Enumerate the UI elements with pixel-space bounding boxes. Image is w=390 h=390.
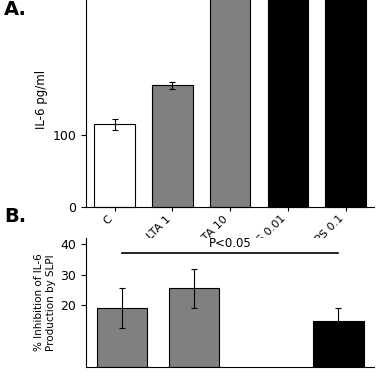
Y-axis label: IL-6 pg/ml: IL-6 pg/ml: [35, 70, 48, 129]
Bar: [169, 289, 219, 367]
Text: B.: B.: [4, 207, 26, 226]
Bar: [325, 0, 366, 207]
Text: P<0.05: P<0.05: [209, 237, 252, 250]
Y-axis label: % Inhibition of IL-6
Production by SLPI: % Inhibition of IL-6 Production by SLPI: [34, 254, 56, 351]
Bar: [210, 0, 250, 207]
Bar: [313, 321, 363, 367]
Bar: [268, 0, 308, 207]
Text: A.: A.: [4, 0, 27, 19]
Bar: [152, 85, 193, 207]
Bar: [97, 308, 147, 367]
Bar: [94, 124, 135, 207]
